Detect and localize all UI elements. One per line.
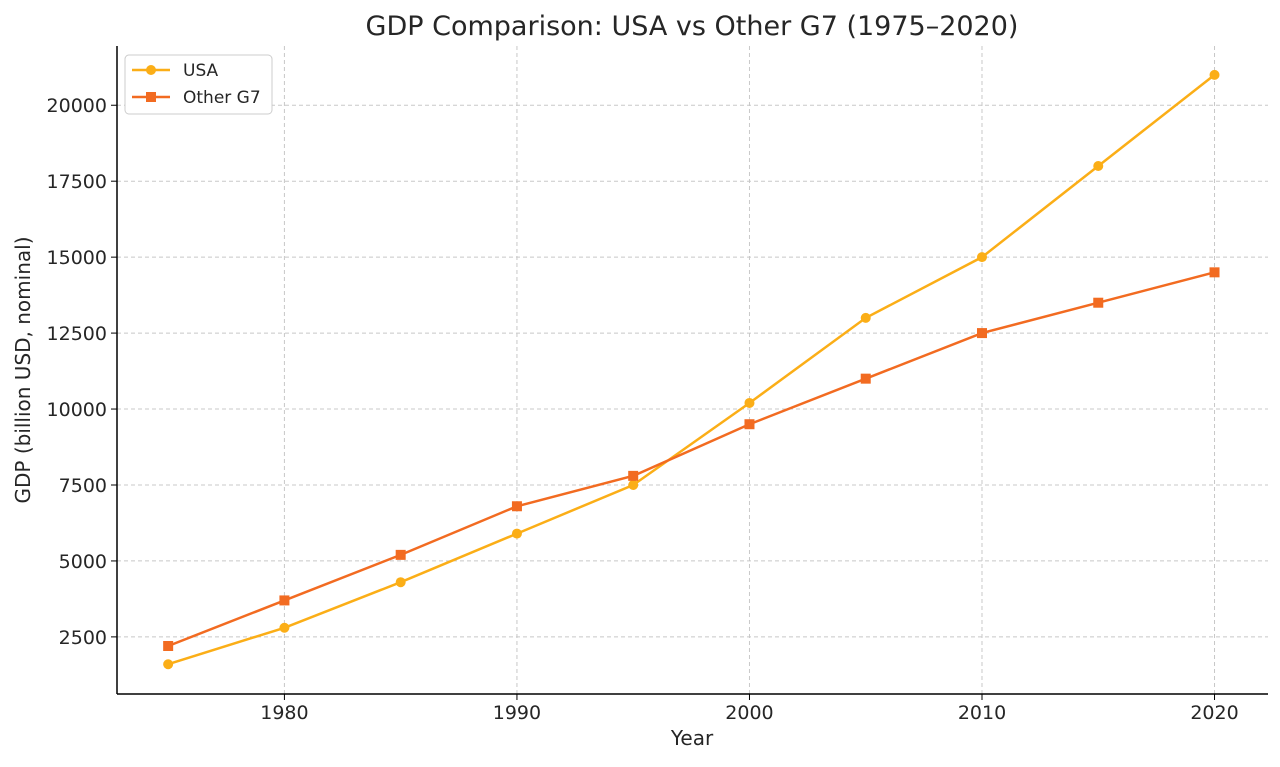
x-tick-label: 2020: [1190, 702, 1238, 724]
x-axis-label: Year: [670, 726, 714, 750]
data-point: [163, 659, 174, 670]
legend-label: Other G7: [183, 88, 261, 108]
y-tick-label: 5000: [59, 551, 107, 573]
data-point: [744, 419, 755, 430]
legend-marker-circle: [146, 65, 156, 75]
data-point: [1209, 69, 1220, 80]
data-point: [1209, 267, 1220, 278]
series-line-usa: [167, 73, 1216, 666]
data-point: [1093, 161, 1104, 171]
y-tick-label: 7500: [59, 475, 107, 497]
grid: [117, 46, 1268, 694]
x-tick-label: 1990: [493, 702, 541, 724]
data-point: [1093, 297, 1104, 308]
x-tick-label: 2010: [958, 702, 1006, 724]
data-point: [976, 252, 987, 263]
y-tick-label: 10000: [47, 399, 107, 421]
data-point: [511, 528, 522, 539]
y-tick-label: 20000: [47, 95, 107, 117]
series: [163, 69, 1220, 670]
data-point: [279, 622, 290, 633]
series-line-other-g7: [167, 271, 1215, 648]
chart-title: GDP Comparison: USA vs Other G7 (1975–20…: [366, 11, 1019, 42]
data-point: [628, 470, 639, 481]
data-point: [628, 479, 639, 490]
data-point: [395, 549, 406, 560]
x-tick-label: 1980: [260, 702, 308, 724]
data-point: [976, 328, 987, 339]
data-point: [279, 595, 290, 606]
y-tick-label: 17500: [47, 171, 107, 193]
data-point: [163, 641, 174, 651]
data-point: [511, 501, 522, 512]
y-tick-label: 2500: [59, 627, 107, 649]
data-point: [860, 373, 871, 384]
ticks: 1980 1990 2000 2010 2020 2500 5000 7500 10000 125…: [47, 95, 1239, 724]
y-tick-label: 15000: [47, 247, 107, 269]
legend-marker-square: [146, 92, 156, 102]
data-point: [395, 577, 406, 588]
legend: USA Other G7: [124, 54, 273, 115]
x-tick-label: 2000: [725, 702, 773, 724]
y-axis-label: GDP (billion USD, nominal): [11, 236, 35, 503]
y-tick-label: 12500: [47, 323, 107, 345]
data-point: [744, 397, 755, 408]
data-point: [860, 312, 871, 323]
legend-label: USA: [183, 61, 219, 81]
